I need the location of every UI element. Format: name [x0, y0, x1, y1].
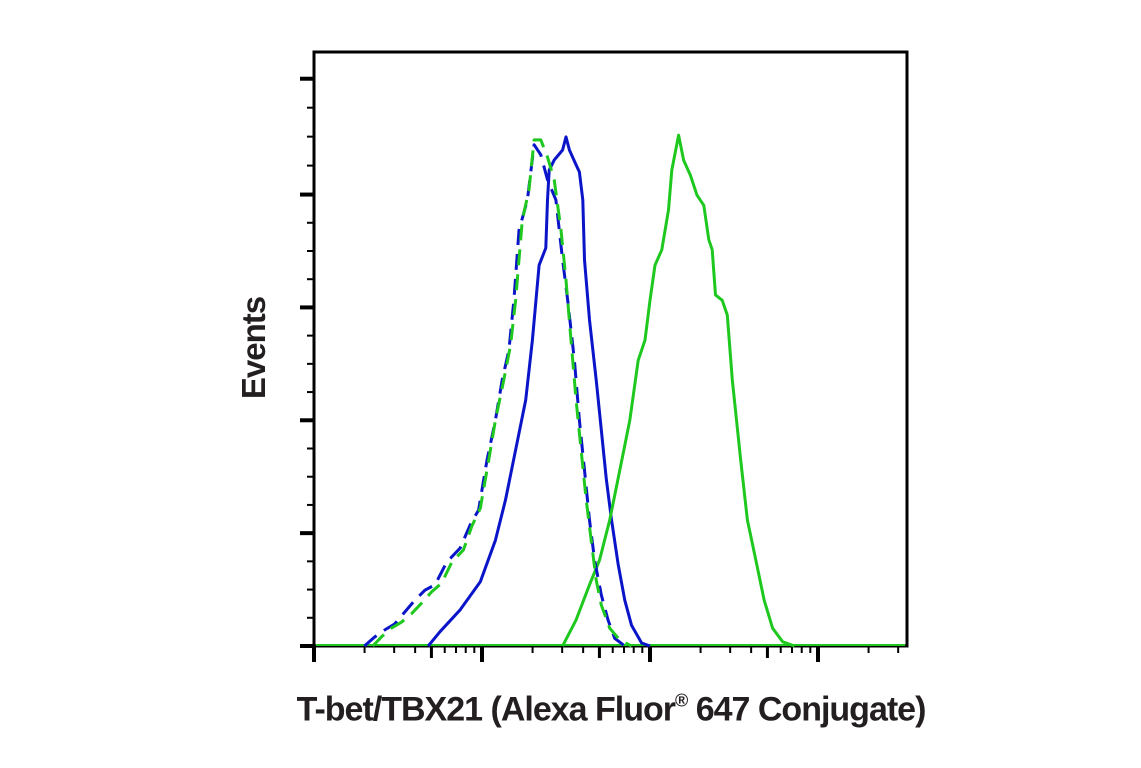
- x-axis-label-main: T-bet/TBX21 (Alexa Fluor: [296, 690, 676, 729]
- plot-border: [312, 50, 909, 648]
- x-axis-label-rest: 647 Conjugate): [687, 690, 927, 729]
- y-axis-label: Events: [235, 296, 272, 400]
- registered-mark: ®: [674, 690, 688, 711]
- series-green-dashed: [371, 138, 633, 648]
- plot-frame: [312, 50, 909, 648]
- series-green-solid: [561, 133, 796, 648]
- series-blue-solid: [427, 135, 651, 648]
- series-blue-dashed: [363, 143, 626, 648]
- histogram-series: [316, 133, 905, 648]
- x-axis-ticks: [312, 646, 900, 662]
- y-axis-ticks: [300, 76, 314, 648]
- x-axis-label: T-bet/TBX21 (Alexa Fluor® 647 Conjugate): [296, 690, 927, 730]
